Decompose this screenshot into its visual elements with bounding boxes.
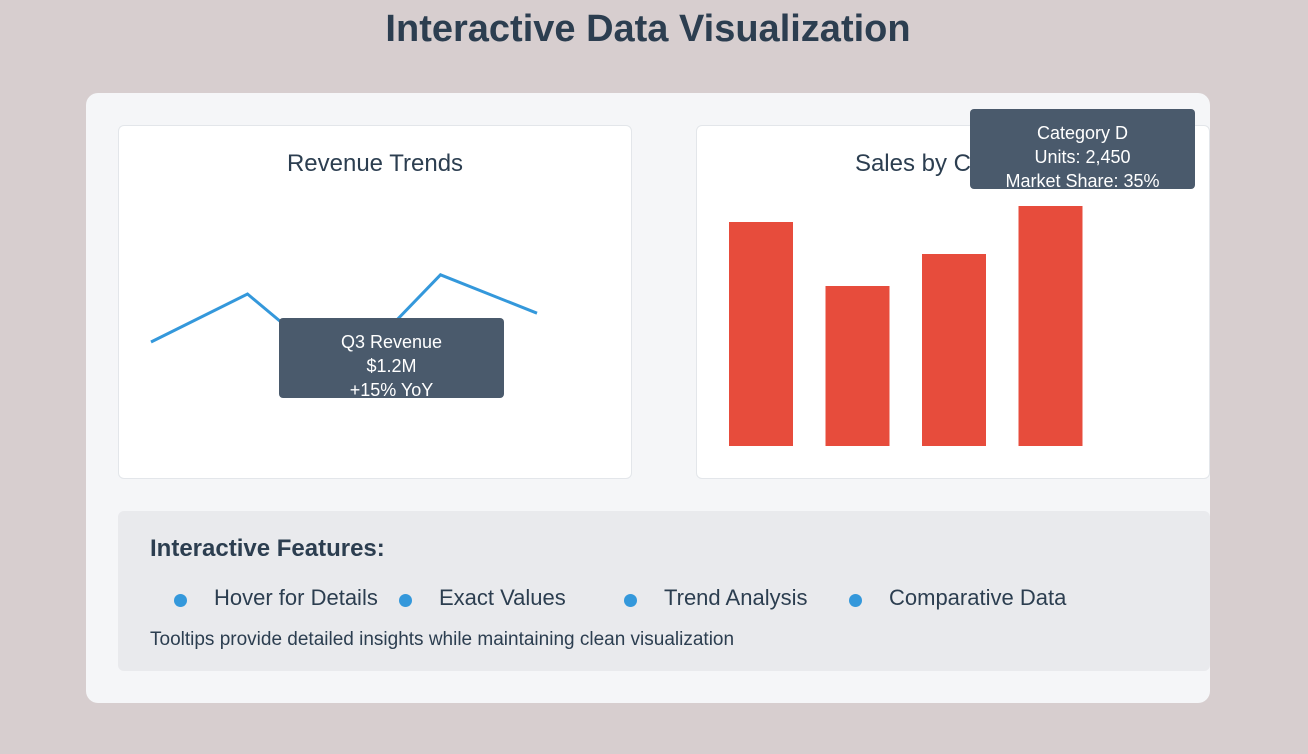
revenue-tooltip: Q3 Revenue $1.2M +15% YoY	[279, 318, 504, 398]
page-title: Interactive Data Visualization	[385, 8, 911, 50]
sales-tooltip: Category D Units: 2,450 Market Share: 35…	[970, 109, 1195, 189]
bullet-dot-icon	[849, 594, 862, 607]
tooltip-line: $1.2M	[366, 356, 417, 376]
tooltip-line: Category D	[1036, 123, 1129, 143]
bullet-dot-icon	[174, 594, 187, 607]
sales-bar-d[interactable]	[1018, 206, 1083, 446]
feature-list: Hover for Details Exact Values Trend Ana…	[174, 585, 1174, 613]
features-note: Tooltips provide detailed insights while…	[150, 629, 735, 650]
tooltip-line: Q3 Revenue	[340, 332, 443, 352]
tooltip-line: +15% YoY	[349, 380, 434, 398]
bullet-dot-icon	[624, 594, 637, 607]
dashboard-card: Revenue Trends Q3 Revenue $1.2M +15% YoY…	[86, 93, 1210, 703]
revenue-line-chart[interactable]	[119, 126, 631, 478]
sales-bar-c[interactable]	[922, 254, 986, 446]
revenue-chart-panel: Revenue Trends Q3 Revenue $1.2M +15% YoY	[118, 125, 632, 479]
features-title: Interactive Features:	[150, 535, 385, 562]
tooltip-line: Units: 2,450	[1034, 147, 1131, 167]
sales-bar-chart[interactable]	[697, 126, 1209, 478]
feature-label: Comparative Data	[889, 585, 1067, 610]
revenue-chart-title: Revenue Trends	[286, 150, 464, 177]
sales-bar-a[interactable]	[729, 222, 793, 446]
feature-label: Trend Analysis	[664, 585, 808, 610]
feature-label: Exact Values	[439, 585, 566, 610]
bullet-dot-icon	[399, 594, 412, 607]
tooltip-line: Market Share: 35%	[1005, 171, 1160, 189]
sales-chart-panel: Sales by Category Category D Units: 2,45…	[696, 109, 1210, 479]
feature-label: Hover for Details	[214, 585, 378, 610]
sales-bar-b[interactable]	[825, 286, 890, 446]
features-section: Interactive Features: Hover for Details …	[118, 511, 1210, 671]
